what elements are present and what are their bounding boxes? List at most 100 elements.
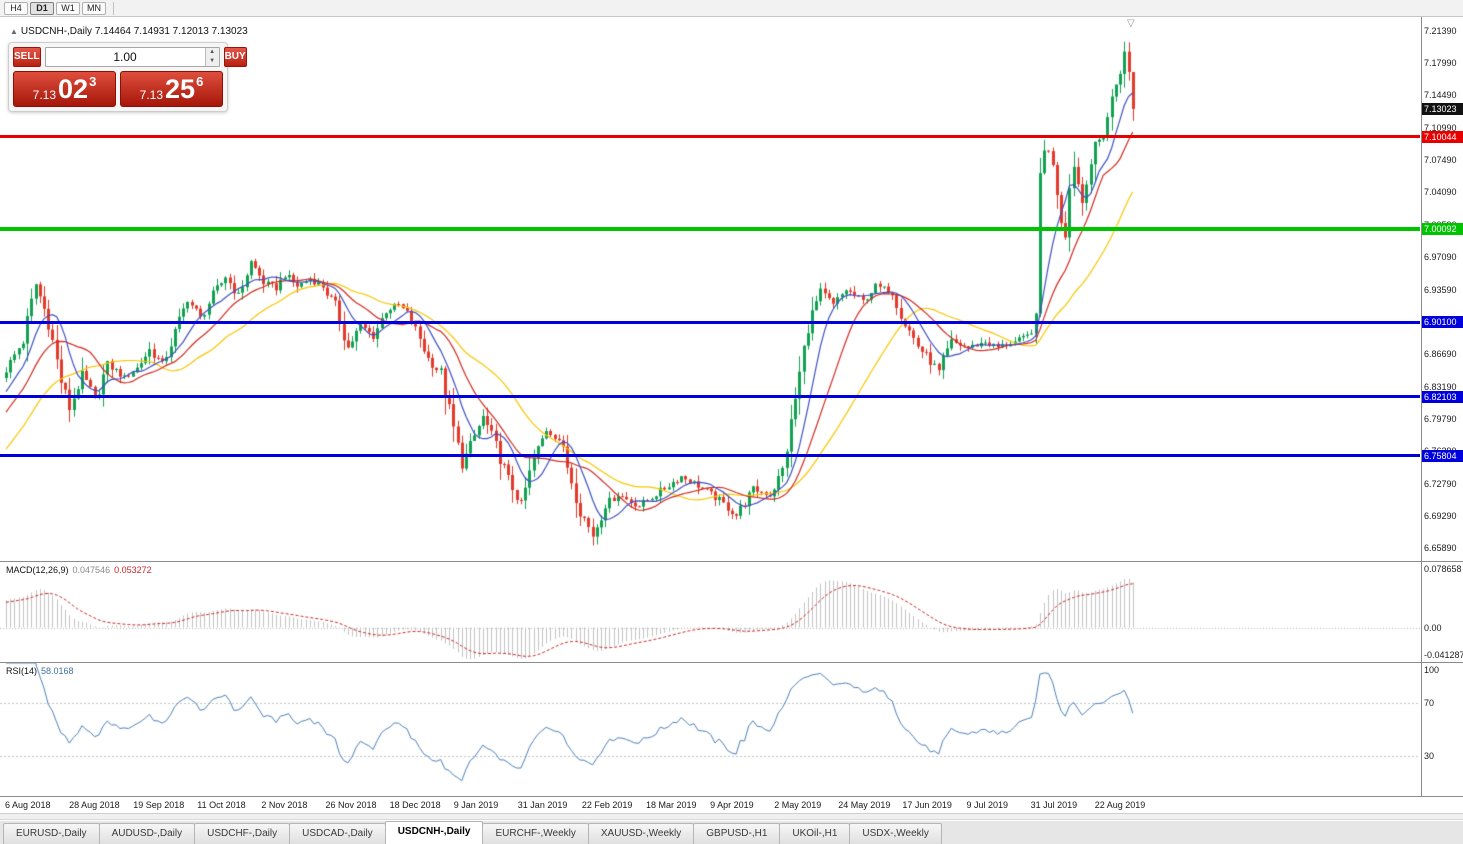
price-tick: 6.69290 — [1424, 511, 1457, 522]
level-price-label: 6.75804 — [1422, 449, 1463, 462]
current-price-label: 7.13023 — [1422, 102, 1463, 115]
macd-tick: -0.041287 — [1424, 650, 1463, 660]
timeframe-d1-button[interactable]: D1 — [30, 1, 54, 15]
date-label: 18 Mar 2019 — [646, 800, 697, 810]
price-tick: 6.93590 — [1424, 284, 1457, 295]
level-line-6-75804[interactable] — [0, 454, 1420, 458]
chart-tab-usdchf-daily[interactable]: USDCHF-,Daily — [194, 823, 291, 844]
chart-tab-gbpusd-h1[interactable]: GBPUSD-,H1 — [693, 823, 781, 844]
rsi-tick: 30 — [1424, 751, 1435, 762]
date-label: 22 Feb 2019 — [581, 800, 633, 810]
rsi-tick: 100 — [1424, 665, 1440, 675]
price-chart-canvas[interactable] — [0, 17, 1420, 561]
date-label: 31 Jan 2019 — [517, 800, 568, 810]
level-price-label: 6.82103 — [1422, 390, 1463, 403]
sell-button[interactable]: SELL — [13, 47, 41, 67]
rsi-value: 58.0168 — [41, 666, 74, 676]
price-tick: 6.86690 — [1424, 349, 1457, 360]
rsi-label: RSI(14) 58.0168 — [6, 666, 74, 676]
price-tick: 6.72790 — [1424, 478, 1457, 489]
volume-up-icon[interactable]: ▲ — [205, 48, 219, 57]
date-label: 9 Jan 2019 — [453, 800, 499, 810]
macd-canvas[interactable] — [0, 562, 1420, 662]
buy-price-sup: 6 — [196, 73, 204, 89]
date-label: 2 Nov 2018 — [261, 800, 308, 810]
date-label: 17 Jun 2019 — [902, 800, 952, 810]
buy-price-prefix: 7.13 — [139, 88, 164, 102]
price-axis: 7.21390 7.17990 7.14490 7.10990 7.07490 7.040… — [1421, 17, 1463, 561]
main-price-pane: ▲ USDCNH-,Daily 7.14464 7.14931 7.12013 7… — [0, 17, 1463, 562]
buy-price-big: 25 — [165, 73, 196, 104]
sell-price-sup: 3 — [89, 73, 97, 89]
date-label: 24 May 2019 — [838, 800, 891, 810]
chart-tab-usdcad-daily[interactable]: USDCAD-,Daily — [289, 823, 386, 844]
level-line-7-10044[interactable] — [0, 135, 1420, 139]
level-line-6-90100[interactable] — [0, 320, 1420, 324]
chart-ohlc-header: ▲ USDCNH-,Daily 7.14464 7.14931 7.12013 7… — [10, 26, 248, 37]
date-label: 6 Aug 2018 — [5, 800, 51, 810]
chart-tab-xauusd-weekly[interactable]: XAUUSD-,Weekly — [587, 823, 695, 844]
collapse-trade-panel-icon[interactable]: ▲ — [10, 27, 18, 36]
chart-tab-audusd-daily[interactable]: AUDUSD-,Daily — [98, 823, 196, 844]
macd-signal-value: 0.053272 — [114, 565, 152, 575]
volume-field: ▲ ▼ — [44, 47, 220, 67]
date-label: 19 Sep 2018 — [133, 800, 185, 810]
date-label: 31 Jul 2019 — [1030, 800, 1078, 810]
timeframe-w1-button[interactable]: W1 — [56, 1, 80, 15]
price-tick: 7.10990 — [1424, 122, 1457, 133]
chart-tab-eurusd-daily[interactable]: EURUSD-,Daily — [3, 823, 100, 844]
date-label: 9 Jul 2019 — [966, 800, 1009, 810]
chart-shift-marker-icon: ▽ — [1127, 18, 1135, 29]
price-tick: 7.17990 — [1424, 57, 1457, 68]
macd-pane: MACD(12,26,9) 0.047546 0.053272 0.078658 0.… — [0, 562, 1463, 663]
price-tick: 6.79790 — [1424, 413, 1457, 424]
sell-price-prefix: 7.13 — [32, 88, 57, 102]
level-price-label: 6.90100 — [1422, 316, 1463, 329]
level-line-7-00092[interactable] — [0, 227, 1420, 232]
horizontal-lines-layer — [0, 17, 1420, 561]
rsi-canvas[interactable] — [0, 663, 1420, 796]
chart-tabs-bar: EURUSD-,Daily AUDUSD-,Daily USDCHF-,Daily U… — [0, 820, 1463, 844]
date-label: 26 Nov 2018 — [325, 800, 377, 810]
macd-tick: 0.078658 — [1424, 564, 1462, 574]
price-tick: 6.83190 — [1424, 381, 1457, 392]
date-label: 28 Aug 2018 — [69, 800, 120, 810]
macd-tick: 0.00 — [1424, 622, 1442, 633]
price-tick: 7.14490 — [1424, 90, 1457, 101]
rsi-pane: RSI(14) 58.0168 100 70 30 — [0, 663, 1463, 797]
one-click-trading-panel: SELL ▲ ▼ BUY 7.13 02 3 7.13 — [8, 42, 247, 112]
date-label: 9 Apr 2019 — [710, 800, 754, 810]
date-label: 11 Oct 2018 — [197, 800, 246, 810]
date-label: 2 May 2019 — [774, 800, 822, 810]
chart-tab-eurchf-weekly[interactable]: EURCHF-,Weekly — [482, 823, 589, 844]
level-price-label: 7.00092 — [1422, 223, 1463, 236]
volume-spinner: ▲ ▼ — [204, 48, 219, 66]
volume-down-icon[interactable]: ▼ — [205, 57, 219, 66]
volume-input[interactable] — [45, 48, 205, 66]
timeframe-h4-button[interactable]: H4 — [4, 1, 28, 15]
price-tick: 7.04090 — [1424, 187, 1457, 198]
horizontal-scroll-strip[interactable] — [0, 814, 1463, 820]
macd-label: MACD(12,26,9) 0.047546 0.053272 — [6, 565, 152, 575]
rsi-axis: 100 70 30 — [1421, 663, 1463, 796]
date-label: 18 Dec 2018 — [389, 800, 441, 810]
buy-button[interactable]: BUY — [223, 47, 247, 67]
price-tick: 7.21390 — [1424, 25, 1457, 36]
buy-price-box[interactable]: 7.13 25 6 — [120, 71, 223, 107]
sell-price-box[interactable]: 7.13 02 3 — [13, 71, 116, 107]
chart-tab-ukoil-h1[interactable]: UKOil-,H1 — [779, 823, 851, 844]
level-line-6-82103[interactable] — [0, 395, 1420, 399]
sell-price-big: 02 — [58, 73, 89, 104]
macd-main-value: 0.047546 — [72, 565, 111, 575]
toolbar-separator — [113, 1, 114, 15]
price-tick: 6.97090 — [1424, 252, 1457, 263]
level-price-label: 7.10044 — [1422, 130, 1463, 143]
timeframe-mn-button[interactable]: MN — [82, 1, 106, 15]
chart-tab-usdcnh-daily[interactable]: USDCNH-,Daily — [384, 821, 484, 844]
date-label: 22 Aug 2019 — [1094, 800, 1146, 810]
macd-axis: 0.078658 0.00 -0.041287 — [1421, 562, 1463, 662]
time-axis: 6 Aug 2018 28 Aug 2018 19 Sep 2018 11 Oct 2… — [0, 797, 1463, 814]
timeframe-toolbar: H4 D1 W1 MN — [0, 0, 1463, 17]
chart-tab-usdx-weekly[interactable]: USDX-,Weekly — [849, 823, 942, 844]
